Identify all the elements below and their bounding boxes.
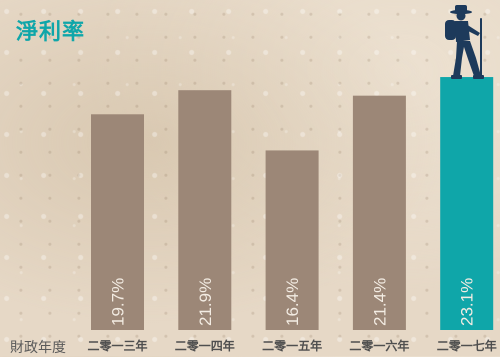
bar-value-label-4: 21.4% [370, 278, 389, 326]
x-axis-title: 財政年度 [10, 340, 66, 356]
chart-title: 淨利率 [16, 20, 86, 45]
bar-value-label-5: 23.1% [458, 278, 477, 326]
bar-4 [352, 95, 406, 330]
category-label-2: 二零一四年 [175, 338, 235, 353]
bar-3 [265, 150, 319, 330]
bar-value-label-3: 16.4% [283, 278, 302, 326]
category-label-1: 二零一三年 [87, 338, 147, 353]
category-label-3: 二零一五年 [262, 338, 322, 353]
bar-1 [91, 114, 144, 330]
bar-value-label-2: 21.9% [196, 278, 215, 326]
hiker-icon [445, 5, 484, 79]
category-label-5: 二零一七年 [437, 338, 497, 353]
bar-2 [178, 90, 232, 330]
bar-value-label-1: 19.7% [109, 278, 128, 326]
bar-5 [440, 77, 494, 331]
category-label-4: 二零一六年 [349, 338, 409, 353]
bars-group: 19.7% 二零一三年 21.9% 二零一四年 16.4% 二零一五年 21.4% 二零一六年… [87, 77, 497, 353]
